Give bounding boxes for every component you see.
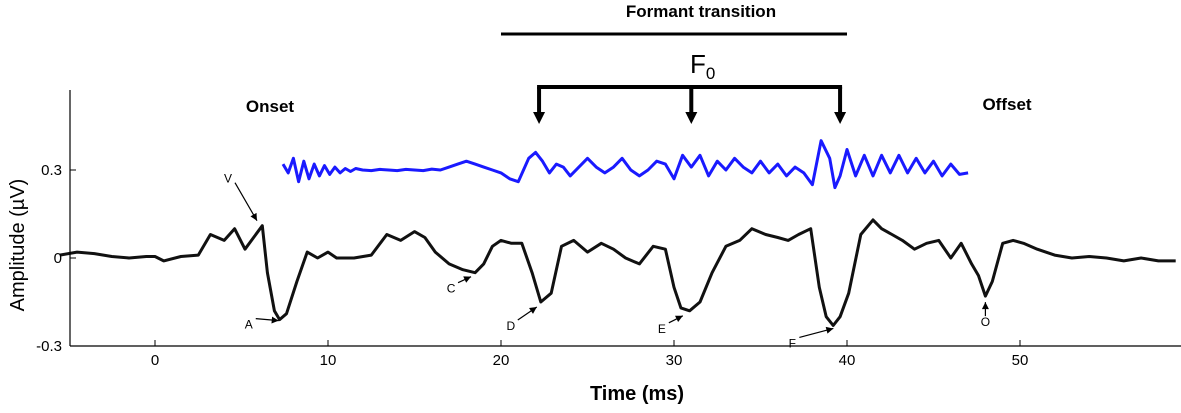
peak-arrow-head [825,326,834,334]
peak-label-O: O [981,315,990,329]
x-tick-label: 50 [1012,352,1029,369]
x-tick-label: 40 [839,352,856,369]
f0-bracket [533,85,847,124]
peak-arrow-head [463,276,472,283]
peak-arrow-head [271,316,279,324]
peak-label-D: D [506,319,515,333]
peak-label-F: F [789,336,796,350]
onset-label: Onset [246,97,295,116]
peak-arrow-head [675,315,683,323]
y-ticks: -0.3 0 0.3 [36,162,76,355]
y-axis-title: Amplitude (µV) [7,179,29,312]
f0-arrow-head [834,112,847,124]
formant-transition-label: Formant transition [626,2,776,21]
x-ticks: 0 10 20 30 40 50 [151,340,1029,369]
peak-arrow-head [981,302,989,310]
peak-label-A: A [245,318,253,332]
x-tick-label: 30 [666,352,683,369]
peak-arrow-head [250,212,257,221]
peak-label-E: E [658,322,666,336]
x-tick-label: 0 [151,352,159,369]
peak-label-V: V [224,172,232,186]
peak-annotations: V A C D E F O [224,172,990,351]
f0-label: F0 [690,49,715,83]
peak-label-C: C [447,282,456,296]
y-tick-label: -0.3 [36,338,62,355]
y-tick-label: 0 [54,250,62,267]
peak-arrow [234,182,258,222]
peak-arrow-head [529,306,537,314]
stimulus-waveform [281,139,969,190]
x-tick-label: 10 [320,352,337,369]
f0-arrow-head [685,112,698,124]
x-axis-title: Time (ms) [590,383,684,405]
y-tick-label: 0.3 [41,162,62,179]
plot-area [59,139,1176,327]
f0-arrow-head [533,112,546,124]
response-waveform [59,218,1176,327]
offset-label: Offset [982,95,1031,114]
x-tick-label: 20 [493,352,510,369]
